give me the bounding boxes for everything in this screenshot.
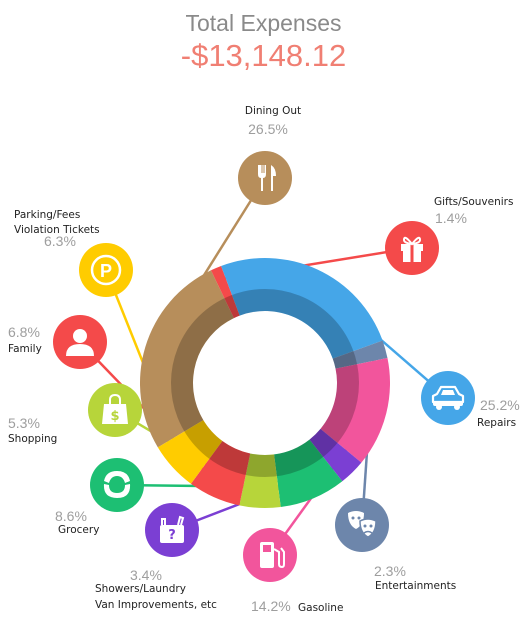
slice-shopping[interactable] <box>239 453 281 508</box>
percent-label-gifts-souvenirs: 1.4% <box>435 210 467 226</box>
car-icon[interactable] <box>421 371 475 425</box>
category-label-showers-laundry-van-improvements-etc: Showers/Laundry <box>95 583 186 595</box>
percent-label-repairs: 25.2% <box>480 397 520 413</box>
donut-hole <box>205 323 325 443</box>
percent-label-family: 6.8% <box>8 324 40 340</box>
category-label-grocery: Grocery <box>58 524 99 536</box>
slice-grocery[interactable] <box>274 439 343 508</box>
category-label-family: Family <box>8 343 42 355</box>
fork-knife-icon[interactable] <box>238 151 292 205</box>
svg-text:?: ? <box>168 528 176 543</box>
percent-label-dining-out: 26.5% <box>248 121 288 137</box>
theater-masks-icon[interactable] <box>335 498 389 552</box>
svg-text:P: P <box>100 261 112 281</box>
slice-entertainments[interactable] <box>332 340 388 369</box>
percent-label-grocery: 8.6% <box>55 508 87 524</box>
category-label-parking-fees-violation-tickets: Parking/Fees <box>14 209 80 221</box>
percent-label-parking-fees-violation-tickets: 6.3% <box>44 233 76 249</box>
parking-icon[interactable]: P <box>79 243 133 297</box>
slice-parking-fees-violation-tickets[interactable] <box>157 420 223 484</box>
percent-label-shopping: 5.3% <box>8 415 40 431</box>
category-label-showers-laundry-van-improvements-etc-line2: Van Improvements, etc <box>95 599 217 611</box>
gas-pump-icon[interactable] <box>243 528 297 582</box>
category-label-repairs: Repairs <box>477 417 516 429</box>
slice-dining-out[interactable] <box>139 270 234 448</box>
category-label-gifts-souvenirs: Gifts/Souvenirs <box>434 196 513 208</box>
question-bag-icon[interactable]: ? <box>145 503 199 557</box>
chart-title: Total Expenses <box>185 10 342 36</box>
total-amount: -$13,148.12 <box>180 38 347 73</box>
category-label-entertainments: Entertainments <box>375 580 456 592</box>
slice-repairs[interactable] <box>221 258 383 359</box>
shopping-bag-icon[interactable]: $ <box>88 383 142 437</box>
percent-label-showers-laundry-van-improvements-etc: 3.4% <box>130 567 162 583</box>
donut-inner-shade <box>171 289 359 477</box>
slice-showers-laundry-van-improvements-etc[interactable] <box>309 428 362 482</box>
category-label-parking-fees-violation-tickets-line2: Violation Tickets <box>14 224 100 236</box>
croissant-icon[interactable] <box>90 458 144 512</box>
category-label-shopping: Shopping <box>8 433 57 445</box>
percent-label-gasoline: 14.2% <box>251 598 291 614</box>
category-label-gasoline: Gasoline <box>298 602 343 614</box>
person-icon[interactable] <box>53 315 107 369</box>
slice-gasoline[interactable] <box>320 357 391 463</box>
slice-family[interactable] <box>190 441 251 506</box>
svg-text:$: $ <box>110 409 119 424</box>
category-label-dining-out: Dining Out <box>245 105 301 117</box>
slice-gifts-souvenirs[interactable] <box>210 265 240 319</box>
percent-label-entertainments: 2.3% <box>374 563 406 579</box>
gift-icon[interactable] <box>385 221 439 275</box>
